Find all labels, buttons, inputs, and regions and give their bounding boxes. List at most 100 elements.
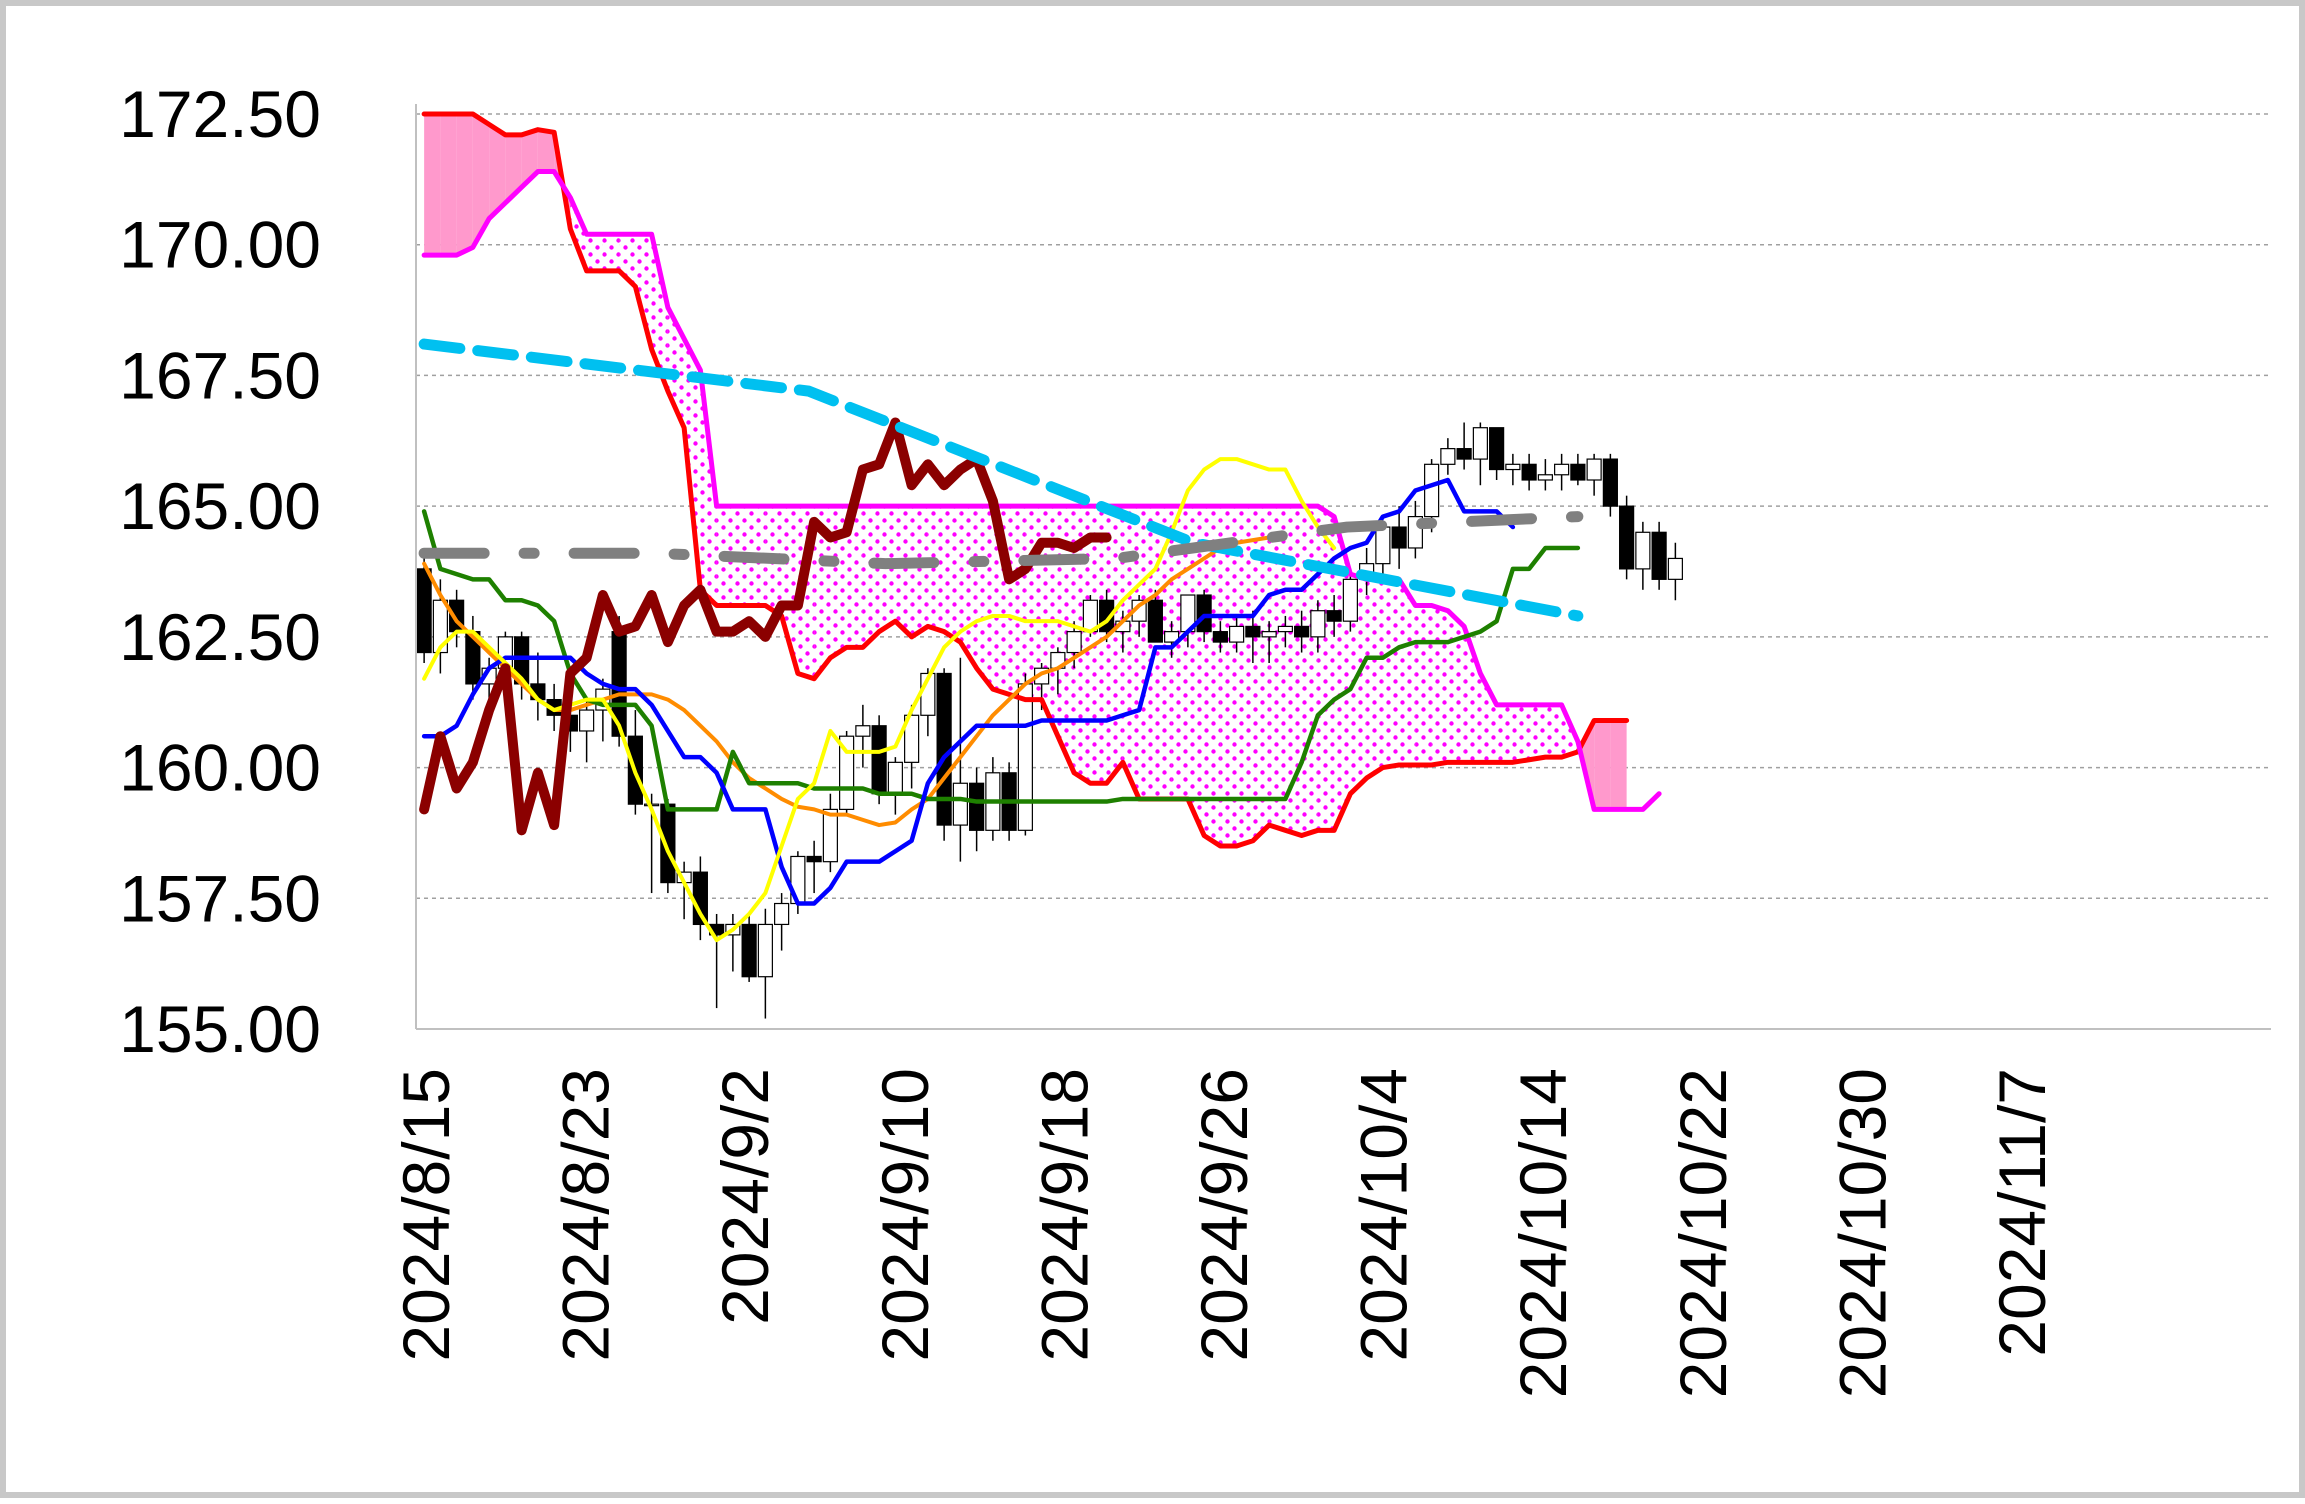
- cloud-segment: [927, 506, 945, 632]
- ichimoku-cloud: [424, 114, 1627, 846]
- y-tick-label: 162.50: [119, 600, 321, 674]
- candle-body: [806, 855, 822, 863]
- x-tick-label: 2024/10/30: [1825, 1068, 1899, 1398]
- candle-body: [822, 808, 838, 863]
- cloud-segment: [1350, 574, 1367, 794]
- candlestick: [1391, 506, 1407, 569]
- candle-body: [904, 714, 920, 763]
- candlestick: [1472, 422, 1488, 486]
- y-tick-label: 157.50: [119, 861, 321, 935]
- cloud-segment: [1220, 506, 1237, 846]
- candlestick: [1537, 459, 1553, 491]
- candle-body: [969, 782, 985, 831]
- y-tick-label: 170.00: [119, 208, 321, 282]
- candlestick: [1667, 542, 1683, 601]
- cloud-segment: [1106, 506, 1123, 784]
- candlestick: [1521, 453, 1537, 491]
- candle-body: [1261, 631, 1277, 638]
- candle-body: [579, 709, 595, 732]
- candlestick: [1407, 500, 1423, 559]
- trend-line-upper: [418, 338, 1584, 622]
- x-tick-label: 2024/9/18: [1027, 1068, 1101, 1362]
- cloud-segment: [586, 234, 603, 271]
- cloud-segment: [944, 506, 961, 643]
- cloud-segment: [1171, 506, 1188, 799]
- y-tick-label: 172.50: [119, 77, 321, 151]
- cloud-segment: [862, 506, 880, 648]
- cloud-segment: [1317, 506, 1335, 831]
- x-tick-label: 2024/10/14: [1506, 1068, 1580, 1398]
- candle-body: [1017, 683, 1033, 831]
- candlestick: [692, 856, 708, 941]
- cloud-segment: [1090, 506, 1107, 784]
- candle-body: [1147, 599, 1163, 643]
- candlestick: [1619, 495, 1635, 580]
- cloud-segment: [1431, 605, 1448, 765]
- base-line: [421, 509, 1581, 812]
- cloud-segment: [830, 506, 847, 658]
- candle-body: [1245, 625, 1261, 638]
- cloud-segment: [1204, 506, 1221, 846]
- y-tick-label: 167.50: [119, 338, 321, 412]
- candle-body: [757, 923, 773, 978]
- indicator-lines: [418, 111, 1662, 943]
- x-tick-label: 2024/9/10: [868, 1068, 942, 1362]
- candle-body: [1424, 463, 1440, 518]
- cloud-segment: [570, 197, 587, 271]
- candle-body: [1667, 557, 1683, 580]
- cloud-segment: [1610, 720, 1627, 810]
- candlestick: [1229, 615, 1245, 653]
- cloud-segment: [424, 114, 441, 256]
- cloud-segment: [846, 506, 863, 648]
- candlestick: [887, 757, 903, 815]
- candlestick: [1277, 615, 1293, 648]
- cloud-segment: [1074, 506, 1091, 784]
- cloud-segment: [1252, 506, 1270, 841]
- cloud-segment: [440, 114, 457, 256]
- candlestick: [579, 699, 595, 763]
- short-moving-average-line: [422, 457, 1337, 943]
- leading-span-b-line: [421, 169, 1662, 812]
- trend-line-middle: [418, 511, 1584, 570]
- candlestick: [1375, 521, 1391, 580]
- cloud-segment: [505, 134, 522, 203]
- x-tick-label: 2024/8/15: [389, 1068, 463, 1362]
- candle-body: [1489, 427, 1505, 471]
- cloud-segment: [1236, 506, 1253, 846]
- cloud-segment: [1155, 506, 1172, 799]
- cloud-segment: [814, 506, 831, 679]
- cloud-segment: [1447, 610, 1465, 763]
- candlestick: [1342, 568, 1358, 632]
- candle-body: [1310, 610, 1326, 638]
- cloud-segment: [635, 234, 652, 350]
- candle-body: [1196, 594, 1212, 633]
- cloud-segment: [456, 114, 473, 256]
- candle-body: [1440, 448, 1456, 465]
- ichimoku-chart: 172.50 170.00 167.50 165.00 162.50 160.00 157.…: [119, 77, 2271, 1398]
- candlestick: [822, 793, 838, 873]
- candlestick: [1554, 453, 1570, 491]
- candle-body: [887, 761, 903, 795]
- cloud-segment: [1301, 506, 1318, 836]
- lagging-span-line: [419, 417, 1112, 836]
- candle-body: [871, 725, 887, 795]
- candlestick: [757, 908, 773, 1019]
- candlestick: [1294, 610, 1310, 653]
- candle-body: [1570, 463, 1586, 481]
- candle-body: [952, 782, 968, 826]
- candlestick: [1326, 595, 1342, 637]
- candle-body: [1342, 578, 1358, 622]
- cloud-segment: [1496, 704, 1513, 763]
- x-tick-label: 2024/9/26: [1187, 1068, 1261, 1362]
- cloud-segment: [1269, 506, 1286, 831]
- candlestick: [1310, 600, 1326, 653]
- grid-layer: [416, 113, 2271, 900]
- candle-body: [1635, 531, 1651, 570]
- cloud-segment: [911, 506, 928, 637]
- candlestick: [1261, 621, 1277, 663]
- candlestick: [839, 730, 855, 815]
- cloud-segment: [1594, 720, 1611, 810]
- candlestick: [855, 704, 871, 768]
- axes: 172.50 170.00 167.50 165.00 162.50 160.00 157.…: [119, 77, 2271, 1398]
- candle-body: [1375, 526, 1391, 565]
